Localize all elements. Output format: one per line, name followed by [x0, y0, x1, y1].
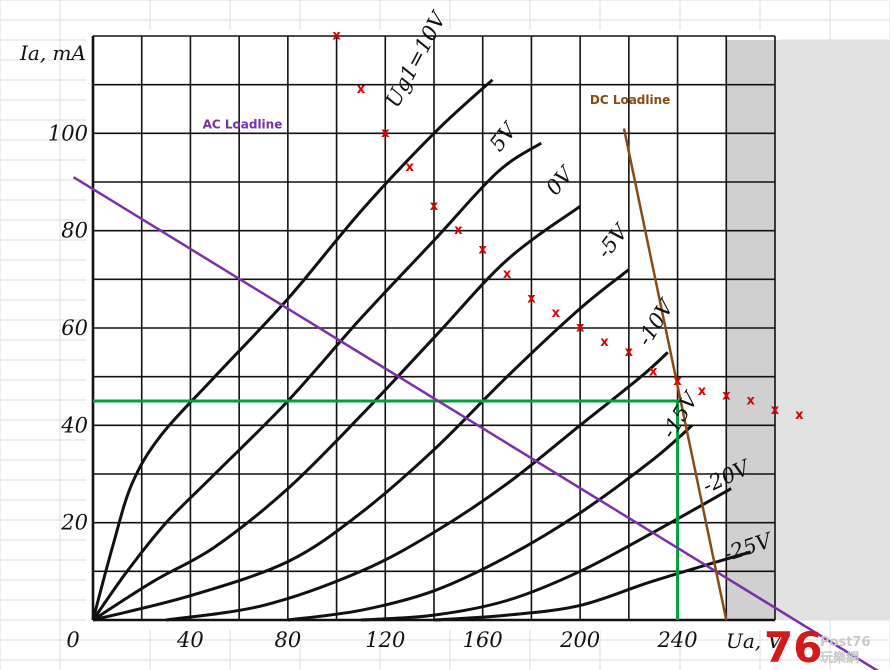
x-axis-label: Ua, V — [726, 629, 784, 653]
watermark-cjk: 玩樂網 — [820, 650, 859, 666]
curve-line — [165, 351, 669, 622]
x-marker: x — [381, 126, 390, 141]
curve-line — [91, 78, 494, 621]
x-tick-label: 40 — [176, 628, 204, 652]
curve-line — [92, 268, 630, 622]
x-tick-label: 80 — [274, 628, 301, 652]
x-tick-label: 120 — [365, 628, 405, 652]
loadline — [72, 176, 879, 670]
curve-line — [433, 550, 752, 622]
x-marker: x — [405, 160, 414, 175]
loadline-label: AC Loadline — [203, 117, 283, 131]
x-tick-label: 160 — [463, 628, 503, 652]
x-marker: x — [771, 403, 780, 418]
x-marker: x — [552, 306, 561, 321]
x-marker: x — [746, 393, 755, 408]
x-marker: x — [673, 374, 682, 389]
curve-line — [360, 487, 732, 622]
y-axis-label: Ia, mA — [19, 41, 86, 65]
y-tick-label: 20 — [60, 511, 88, 535]
x-marker: x — [332, 28, 341, 43]
y-tick-label: 80 — [61, 219, 88, 243]
loadlines — [72, 128, 879, 670]
y-tick-label: 60 — [61, 316, 88, 340]
y-tick-label: 40 — [60, 413, 88, 437]
x-marker: x — [479, 243, 488, 258]
x-marker: x — [698, 384, 707, 399]
x-marker: x — [795, 408, 804, 423]
curve-line — [91, 141, 543, 621]
x-marker: x — [600, 335, 609, 350]
x-marker: x — [503, 267, 512, 282]
x-marker: x — [527, 291, 536, 306]
loadline — [622, 128, 728, 621]
x-marker: x — [430, 199, 439, 214]
x-marker: x — [649, 364, 658, 379]
curve-line — [92, 205, 581, 622]
x-marker: x — [722, 389, 731, 404]
watermark-brand: Post76 — [820, 635, 871, 650]
x-marker: x — [357, 82, 366, 97]
x-marker: x — [625, 345, 634, 360]
x-marker: x — [576, 320, 585, 335]
chart-paper — [86, 30, 780, 630]
watermark-number: 76 — [764, 623, 822, 670]
y-tick-label: 100 — [48, 121, 88, 145]
characteristic-curves — [91, 78, 752, 622]
x-tick-label: 240 — [657, 628, 698, 652]
loadline-label: DC Loadline — [590, 93, 670, 107]
x-tick-label: 200 — [559, 628, 600, 652]
chart-grid — [91, 35, 776, 622]
curve-line — [287, 424, 694, 622]
x-tick-label: 0 — [66, 628, 79, 652]
x-marker: x — [454, 223, 463, 238]
shaded-region-outer — [774, 40, 890, 620]
